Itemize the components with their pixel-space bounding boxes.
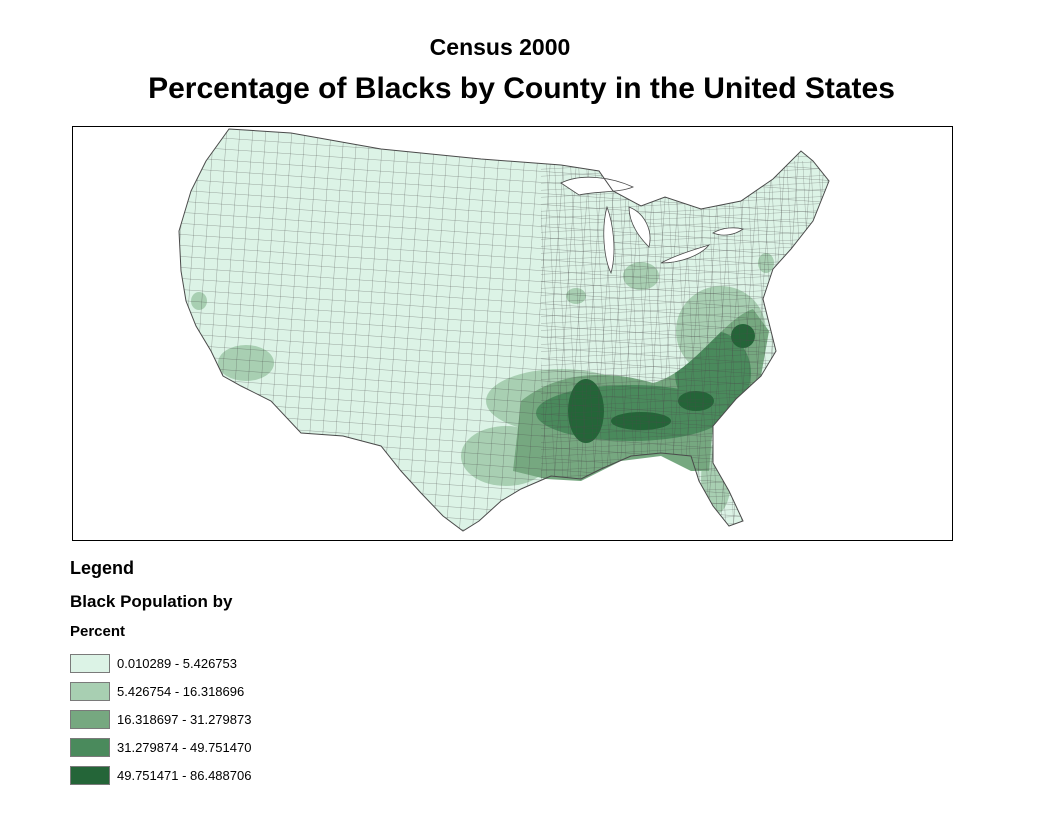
legend-class-label: 16.318697 - 31.279873 [117,711,252,727]
map-frame [72,126,953,541]
legend-class: 5.426754 - 16.318696 [70,677,251,705]
legend-class-label: 49.751471 - 86.488706 [117,767,252,783]
lake-huron [628,206,651,248]
legend-class: 49.751471 - 86.488706 [70,761,251,789]
counties-layer [178,128,830,532]
legend-class-label: 0.010289 - 5.426753 [117,655,237,671]
legend-layer-name: Black Population by [70,592,233,611]
map-title: Percentage of Blacks by County in the Un… [148,72,895,105]
legend-swatch [70,737,110,757]
legend-class: 16.318697 - 31.279873 [70,705,251,733]
lake-erie [660,244,711,264]
us-outline [178,128,830,532]
great-lakes [560,176,744,275]
lake-michigan [603,205,615,275]
legend-swatch [70,765,110,785]
legend-classes: 0.010289 - 5.426753 5.426754 - 16.318696… [70,649,251,789]
us-county-map [178,128,830,532]
map-subtitle: Census 2000 [429,34,571,60]
legend-class: 0.010289 - 5.426753 [70,649,251,677]
legend-swatch [70,709,110,729]
eastern-fine-counties [541,161,829,531]
legend-field-name: Percent [70,623,126,640]
legend-class-label: 5.426754 - 16.318696 [117,683,245,699]
lake-superior [560,176,634,196]
legend-swatch [70,681,110,701]
legend-heading: Legend [70,558,135,578]
legend-swatch [70,653,110,673]
legend-class-label: 31.279874 - 49.751470 [117,739,252,755]
lake-ontario [712,227,744,236]
legend-class: 31.279874 - 49.751470 [70,733,251,761]
